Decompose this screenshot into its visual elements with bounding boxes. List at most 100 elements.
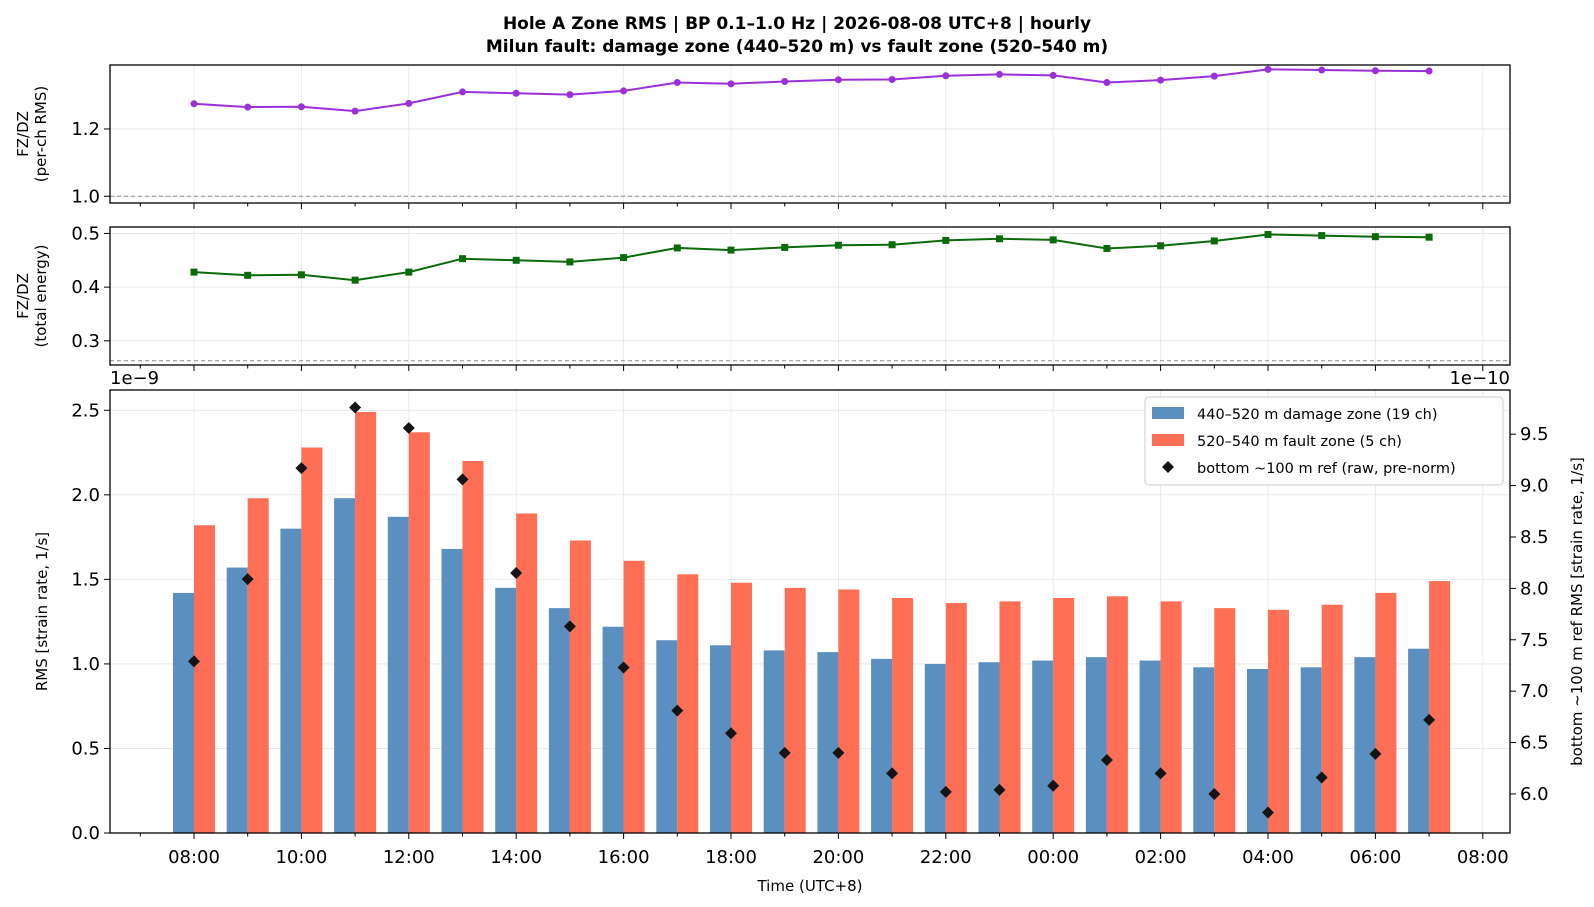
ratio-energy-point [942, 236, 950, 244]
fault-zone-bar [1268, 609, 1289, 833]
reference-point [993, 783, 1006, 796]
ratio-rms-point [673, 79, 681, 87]
fault-zone-bar [194, 525, 215, 833]
ref-y-tick-label: 6.5 [1520, 733, 1549, 754]
ratio-rms-point [351, 107, 359, 115]
ratio-energy-y-tick-label: 0.5 [71, 223, 100, 244]
damage-zone-bar [656, 640, 678, 833]
ratio-rms-point [297, 103, 305, 111]
ratio-rms-point [942, 72, 950, 80]
ratio-rms-point [405, 99, 413, 107]
fault-zone-bar [1106, 596, 1128, 833]
ratio-energy-point [620, 254, 628, 262]
rms-bar-panel: 0.0 0.5 1.0 1.5 2.0 2.5 6.0 6.5 7.0 7.5 8.0 8.5 9.0 9… [33, 368, 1586, 895]
ratio-energy-point [1210, 237, 1218, 245]
x-tick-label: 00:00 [1027, 847, 1079, 868]
x-tick-label: 12:00 [383, 847, 435, 868]
x-axis-label: Time (UTC+8) [756, 877, 862, 895]
reference-point [939, 785, 952, 798]
damage-zone-bar [1408, 648, 1430, 833]
reference-point [188, 655, 200, 668]
ratio-energy-point [459, 255, 466, 263]
chart-title-line2: Milun fault: damage zone (440–520 m) vs … [486, 37, 1108, 57]
damage-zone-bar [280, 528, 302, 833]
ratio-rms-ylabel-line1: FZ/DZ [14, 111, 32, 157]
x-tick-label: 04:00 [1242, 847, 1294, 868]
fault-zone-bar [1053, 597, 1075, 833]
ratio-energy-point [727, 246, 735, 254]
reference-point [349, 401, 362, 414]
ratio-rms-panel: 1.0 1.2 FZ/DZ (per-ch RMS) [14, 64, 1511, 209]
ratio-rms-point [727, 80, 735, 88]
ratio-energy-point [781, 243, 789, 251]
ratio-energy-point [888, 241, 896, 249]
ratio-rms-point [781, 77, 789, 85]
rms-y-tick-label: 0.5 [71, 738, 100, 759]
ratio-energy-point [996, 235, 1003, 243]
ratio-rms-point [1049, 71, 1057, 79]
damage-zone-bar [871, 658, 893, 833]
rms-y-tick-label: 0.0 [71, 823, 100, 844]
damage-zone-bar [1139, 660, 1161, 833]
ratio-energy-ylabel-line2: (total energy) [32, 244, 50, 347]
damage-zone-bar [387, 516, 409, 833]
legend-damage-swatch [1152, 407, 1184, 419]
reference-point [402, 422, 415, 435]
reference-point [1315, 771, 1328, 784]
damage-zone-bar [334, 498, 356, 833]
ratio-rms-point [1210, 72, 1218, 80]
ratio-energy-panel: 0.3 0.4 0.5 FZ/DZ (total energy) [14, 223, 1511, 371]
damage-zone-bar [978, 662, 1000, 833]
ratio-rms-point [566, 91, 574, 99]
ratio-rms-point [1157, 76, 1165, 84]
ratio-rms-series-line [193, 68, 1430, 113]
x-tick-label: 06:00 [1349, 847, 1401, 868]
ratio-energy-point [566, 258, 574, 266]
ratio-rms-point [1264, 65, 1272, 73]
fault-zone-bar [677, 574, 699, 833]
reference-point [510, 566, 523, 579]
ratio-rms-point [834, 76, 842, 84]
damage-zone-bar [817, 652, 839, 833]
damage-zone-bar [763, 650, 785, 833]
ratio-rms-point [1425, 67, 1433, 75]
ratio-rms-point [244, 103, 252, 111]
legend-label: 440–520 m damage zone (19 ch) [1197, 407, 1438, 423]
reference-point [778, 746, 791, 759]
ref-y-tick-label: 6.0 [1520, 784, 1549, 805]
reference-point [671, 704, 684, 717]
ratio-energy-point [190, 268, 198, 276]
ratio-energy-point [1049, 236, 1057, 244]
damage-zone-bar [1247, 668, 1268, 833]
ratio-energy-point [673, 244, 681, 252]
legend: 440–520 m damage zone (19 ch) 520–540 m f… [1144, 396, 1504, 486]
ratio-energy-point [351, 276, 359, 284]
fault-zone-bar [462, 461, 484, 833]
damage-zone-bar [495, 587, 517, 833]
reference-point [241, 573, 254, 586]
reference-point [886, 767, 899, 780]
fault-zone-bar [784, 587, 806, 833]
x-tick-label: 18:00 [705, 847, 757, 868]
fault-zone-bar [1375, 592, 1397, 833]
rms-y-tick-label: 1.5 [71, 569, 100, 590]
ref-y-tick-label: 7.0 [1520, 681, 1549, 702]
x-tick-label: 16:00 [598, 847, 650, 868]
fault-zone-bar [945, 603, 967, 833]
ratio-rms-point [1103, 79, 1111, 87]
ratio-rms-point [888, 75, 896, 83]
ratio-energy-ylabel-line1: FZ/DZ [14, 273, 32, 319]
damage-zone-bar [1085, 657, 1107, 833]
ratio-energy-point [244, 271, 252, 279]
damage-zone-bar [441, 548, 463, 833]
fault-zone-bar [892, 597, 914, 833]
ratio-energy-point [1318, 232, 1326, 240]
fault-zone-bar [408, 432, 430, 833]
ref-y-tick-label: 9.0 [1520, 476, 1549, 497]
fault-zone-bar [1160, 601, 1182, 833]
fault-zone-bar [516, 513, 538, 833]
ratio-energy-y-tick-label: 0.4 [71, 277, 100, 298]
reference-point [295, 462, 308, 475]
damage-zone-bar [1354, 657, 1376, 833]
